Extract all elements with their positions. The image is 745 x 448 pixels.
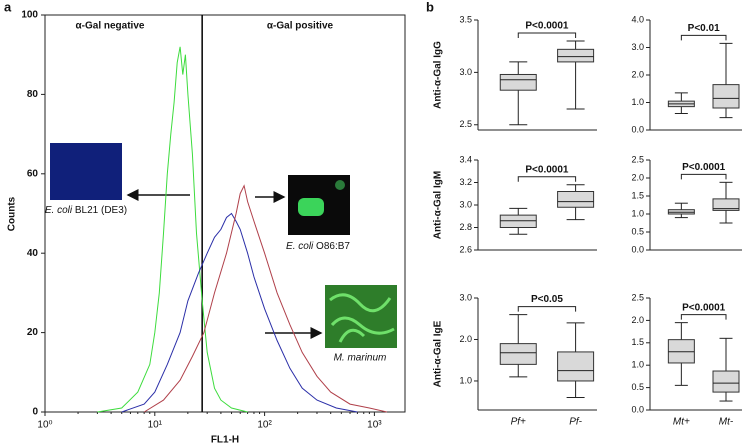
p-value: P<0.0001 [682, 162, 726, 173]
y-tick-label: 3.0 [459, 199, 472, 209]
p-value: P<0.05 [531, 294, 563, 305]
y-tick-label: 0.0 [631, 244, 644, 254]
box [499, 343, 537, 365]
y-tick-label: 1.5 [631, 337, 644, 347]
y-tick-label: 2.0 [631, 172, 644, 182]
x-tick-label: Pf+ [511, 417, 526, 428]
box [557, 191, 595, 208]
inset-texture [329, 293, 395, 343]
inset-cells [335, 180, 345, 190]
y-tick-label: 2.5 [631, 292, 644, 302]
inset-image [50, 143, 122, 200]
box [712, 198, 740, 211]
y-tick-label: 2.0 [459, 334, 472, 344]
y-tick-label: 0.0 [631, 124, 644, 134]
y-tick-label: 4.0 [631, 14, 644, 24]
y-axis-title: Anti-α-Gal IgG [433, 41, 444, 109]
box [557, 351, 595, 382]
p-bracket [680, 314, 727, 320]
y-tick-label: 2.5 [631, 154, 644, 164]
box [499, 214, 537, 228]
histogram-line [143, 184, 388, 413]
y-tick-label: 3.0 [459, 292, 472, 302]
box [712, 84, 740, 109]
inset-caption: M. marinum [334, 353, 387, 364]
y-tick-label: 3.0 [459, 67, 472, 77]
x-tick-label: 10² [257, 420, 272, 431]
y-tick-label: 3.2 [459, 177, 472, 187]
y-tick-label: 2.5 [459, 119, 472, 129]
y-tick-label: 2.8 [459, 222, 472, 232]
plot-frame [44, 14, 406, 413]
p-bracket [517, 306, 577, 312]
insets: E. coli BL21 (DE3) E. coli O86:B7 M. mar… [45, 143, 397, 364]
x-axis-title: FL1-H [211, 435, 239, 446]
y-tick-label: 2.6 [459, 244, 472, 254]
p-value: P<0.0001 [525, 164, 569, 175]
histogram-line [121, 212, 358, 413]
box [499, 73, 537, 91]
y-tick-label: 20 [27, 327, 39, 338]
inset-caption: E. coli BL21 (DE3) [45, 205, 127, 216]
p-value: P<0.01 [688, 23, 720, 34]
y-tick-label: 3.4 [459, 154, 472, 164]
y-tick-label: 0 [32, 407, 38, 418]
p-bracket [517, 176, 577, 182]
p-bracket [680, 173, 727, 180]
x-tick-label: 10⁰ [37, 420, 52, 431]
y-tick-label: 1.0 [459, 375, 472, 385]
x-tick-label: 10³ [367, 420, 382, 431]
p-bracket [680, 34, 727, 41]
x-tick-label: Pf- [569, 417, 582, 428]
box [712, 370, 740, 393]
y-tick-label: 0.5 [631, 382, 644, 392]
x-tick-label: Mt+ [673, 417, 690, 428]
y-tick-label: 80 [27, 89, 39, 100]
y-tick-label: 3.0 [631, 42, 644, 52]
y-tick-label: 3.5 [459, 14, 472, 24]
y-tick-label: 1.5 [631, 190, 644, 200]
inset-cells [298, 198, 324, 216]
panel-label: b [426, 0, 434, 14]
y-axis-title: Counts [7, 196, 18, 231]
x-tick-label: 10¹ [148, 420, 163, 431]
p-bracket [517, 32, 577, 38]
y-tick-label: 60 [27, 168, 39, 179]
y-tick-label: 1.0 [631, 208, 644, 218]
inset-caption: E. coli O86:B7 [286, 241, 350, 252]
inset-image [325, 285, 397, 348]
p-value: P<0.0001 [682, 302, 726, 313]
y-tick-label: 0.0 [631, 404, 644, 414]
panel-label: a [4, 0, 12, 14]
y-axis-title: Anti-α-Gal IgE [433, 320, 444, 387]
y-tick-label: 40 [27, 248, 39, 259]
y-tick-label: 1.0 [631, 360, 644, 370]
box [557, 48, 595, 63]
y-tick-label: 2.0 [631, 69, 644, 79]
y-axis-title: Anti-α-Gal IgM [433, 171, 444, 239]
x-tick-label: Mt- [719, 417, 734, 428]
p-value: P<0.0001 [525, 21, 569, 32]
region-label: α-Gal negative [76, 21, 145, 32]
y-tick-label: 0.5 [631, 226, 644, 236]
region-label: α-Gal positive [267, 21, 334, 32]
y-tick-label: 100 [21, 10, 38, 21]
y-tick-label: 1.0 [631, 97, 644, 107]
y-tick-label: 2.0 [631, 315, 644, 325]
histogram-line [97, 46, 248, 413]
